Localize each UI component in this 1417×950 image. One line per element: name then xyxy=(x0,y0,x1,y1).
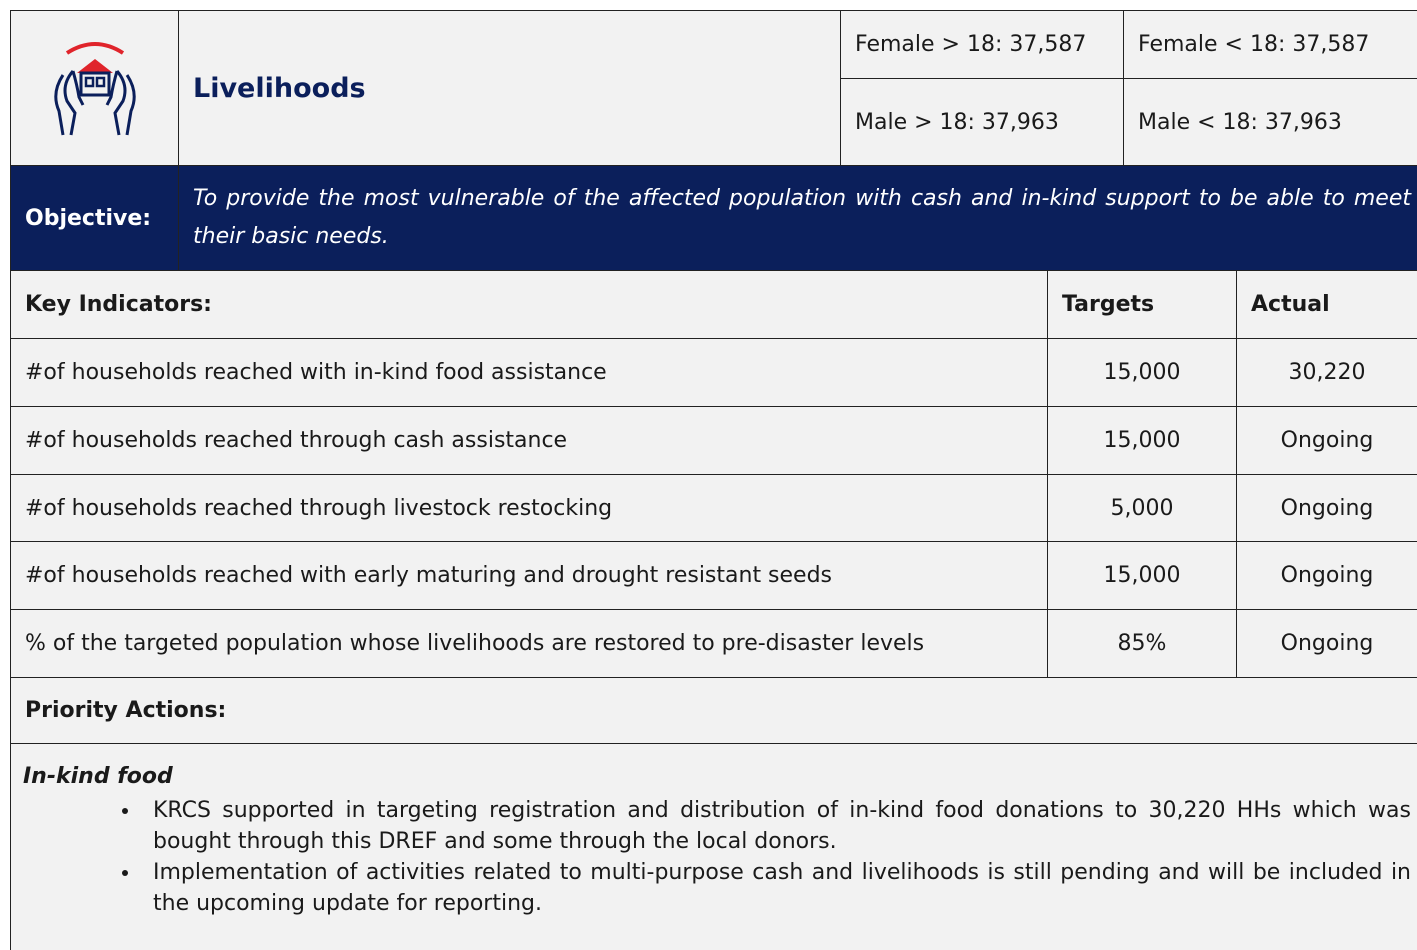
table-value: 15,000 xyxy=(1047,405,1236,474)
table-value: Ongoing xyxy=(1236,541,1417,610)
table-value: Ongoing xyxy=(1236,473,1417,542)
table-value: Ongoing xyxy=(1236,609,1417,678)
demographic: Female < 18: 37,587 xyxy=(1123,10,1417,78)
indicator: % of the targeted population whose livel… xyxy=(10,609,1047,678)
icon-cell xyxy=(10,10,178,165)
subtitle: In-kind food xyxy=(23,764,173,789)
demographic: Female > 18: 37,587 xyxy=(840,10,1123,78)
indicator: #of households reached with in-kind food… xyxy=(10,338,1047,406)
demographic: Male < 18: 37,963 xyxy=(1123,78,1417,165)
table-header: Targets xyxy=(1047,270,1236,338)
section-title: Livelihoods xyxy=(178,10,840,165)
table-value: 15,000 xyxy=(1047,338,1236,406)
table-value: 85% xyxy=(1047,609,1236,678)
objective-text: To provide the most vulnerable of the af… xyxy=(178,165,1417,270)
indicator: #of households reached through livestock… xyxy=(10,473,1047,542)
table-header: Actual xyxy=(1236,270,1417,338)
indicator: #of households reached with early maturi… xyxy=(10,541,1047,610)
demographic: Male > 18: 37,963 xyxy=(840,78,1123,165)
bullet-list: KRCS supported in targeting registration… xyxy=(23,795,1411,919)
livelihoods-icon xyxy=(53,42,136,136)
indicator: #of households reached through cash assi… xyxy=(10,405,1047,474)
table-value: 5,000 xyxy=(1047,473,1236,542)
priority-body: In-kind food KRCS supported in targeting… xyxy=(10,743,1417,950)
table-value: Ongoing xyxy=(1236,405,1417,474)
table-value: 30,220 xyxy=(1236,338,1417,406)
bullet: Implementation of activities related to … xyxy=(141,857,1411,919)
priority-title: Priority Actions: xyxy=(10,677,1417,743)
bullet: KRCS supported in targeting registration… xyxy=(141,795,1411,857)
objective-label: Objective: xyxy=(10,165,178,270)
table-value: 15,000 xyxy=(1047,541,1236,610)
table-header: Key Indicators: xyxy=(10,270,1047,338)
